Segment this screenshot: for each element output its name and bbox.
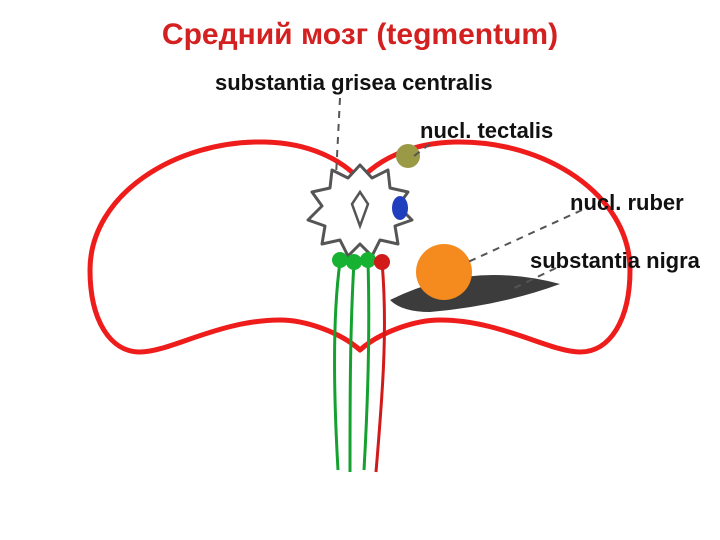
nucl-ruber [416,244,472,300]
fiber-2 [364,262,369,470]
diagram-canvas: Средний мозг (tegmentum) substantia gris… [0,0,720,540]
soma-1 [346,254,362,270]
label-grisea: substantia grisea centralis [215,70,493,96]
fiber-3 [376,262,384,472]
substantia-nigra [390,275,560,312]
soma-0 [332,252,348,268]
label-tectalis: nucl. tectalis [420,118,553,144]
label-ruber: nucl. ruber [570,190,684,216]
small-nucleus [392,196,408,220]
fiber-1 [350,262,354,472]
nucl-tectalis [396,144,420,168]
label-nigra: substantia nigra [530,248,700,274]
fiber-0 [335,262,341,470]
soma-3 [374,254,390,270]
soma-2 [360,252,376,268]
